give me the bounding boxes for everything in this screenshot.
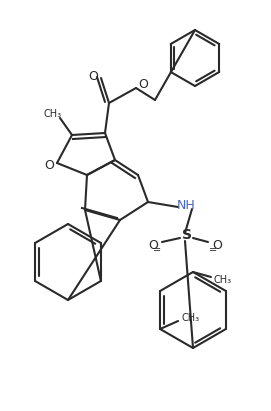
Text: O: O bbox=[88, 69, 98, 83]
Text: CH₃: CH₃ bbox=[214, 275, 232, 285]
Text: NH: NH bbox=[177, 199, 195, 212]
Text: CH₃: CH₃ bbox=[181, 313, 199, 323]
Text: =: = bbox=[209, 245, 217, 255]
Text: S: S bbox=[182, 228, 192, 242]
Text: O: O bbox=[44, 159, 54, 171]
Text: CH₃: CH₃ bbox=[44, 109, 62, 119]
Text: O: O bbox=[148, 238, 158, 252]
Text: =: = bbox=[153, 245, 161, 255]
Text: O: O bbox=[138, 78, 148, 90]
Text: O: O bbox=[212, 238, 222, 252]
